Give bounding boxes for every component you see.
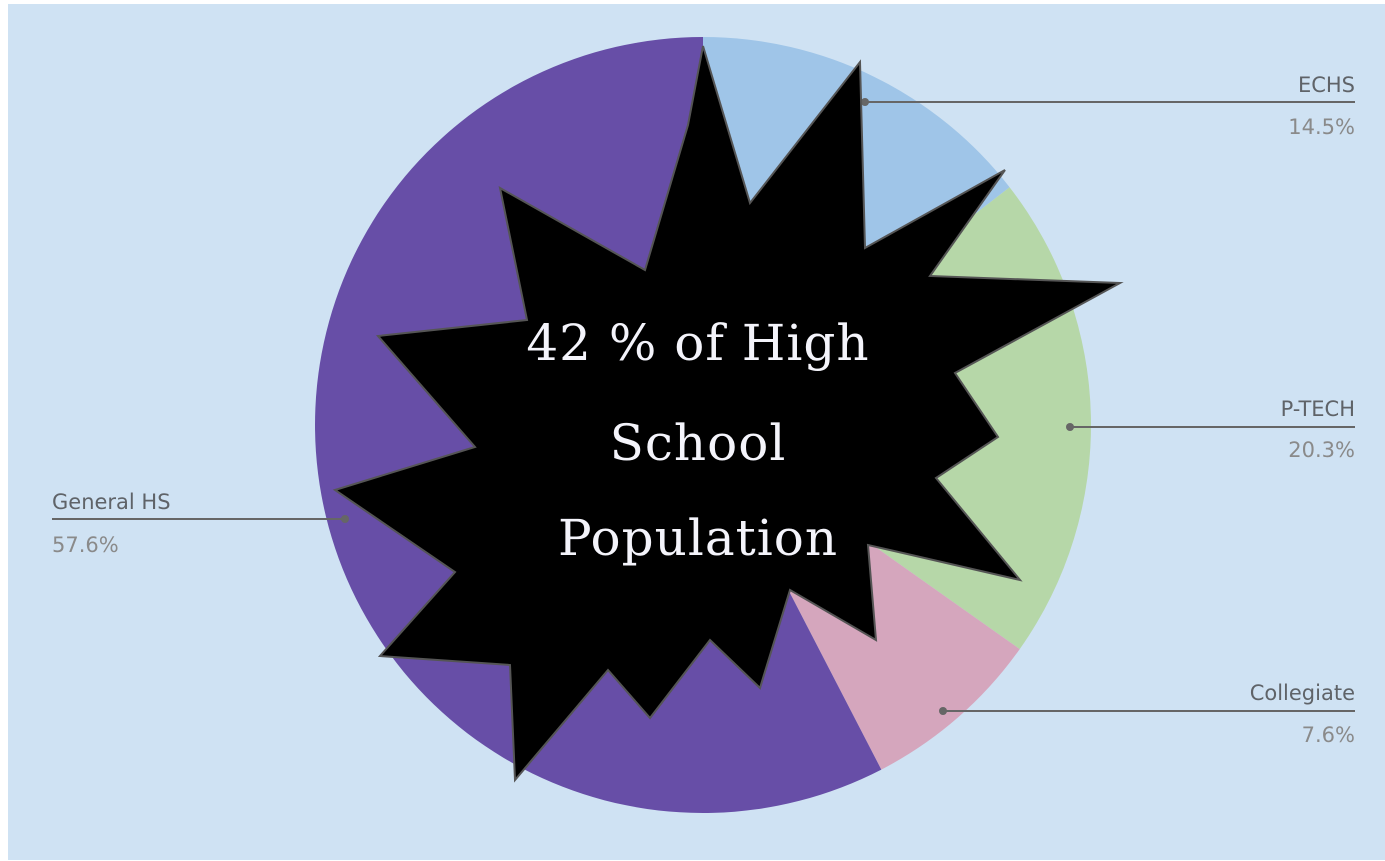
leader-dot-echs (861, 98, 869, 106)
slice-value-echs: 14.5% (1288, 115, 1355, 139)
label-general-hs: General HS 57.6% (52, 490, 171, 557)
label-ptech: P-TECH 20.3% (1281, 397, 1355, 462)
leader-dot-general-hs (341, 515, 349, 523)
leader-lines (52, 98, 1355, 715)
callout-line-2: School (610, 414, 787, 472)
label-collegiate: Collegiate 7.6% (1250, 681, 1355, 747)
starburst-shape (332, 45, 1124, 783)
slice-label-general-hs: General HS (52, 490, 171, 514)
slice-label-echs: ECHS (1298, 73, 1355, 97)
slice-value-general-hs: 57.6% (52, 533, 119, 557)
leader-dot-p-tech (1066, 423, 1074, 431)
callout-line-1: 42 % of High (526, 314, 869, 372)
callout-line-3: Population (558, 509, 838, 567)
slice-label-collegiate: Collegiate (1250, 681, 1355, 705)
starburst-callout: 42 % of High School Population (332, 45, 1124, 783)
leader-dot-collegiate (939, 707, 947, 715)
slice-label-ptech: P-TECH (1281, 397, 1355, 421)
slice-value-collegiate: 7.6% (1302, 723, 1355, 747)
slice-value-ptech: 20.3% (1288, 438, 1355, 462)
label-echs: ECHS 14.5% (1288, 73, 1355, 139)
